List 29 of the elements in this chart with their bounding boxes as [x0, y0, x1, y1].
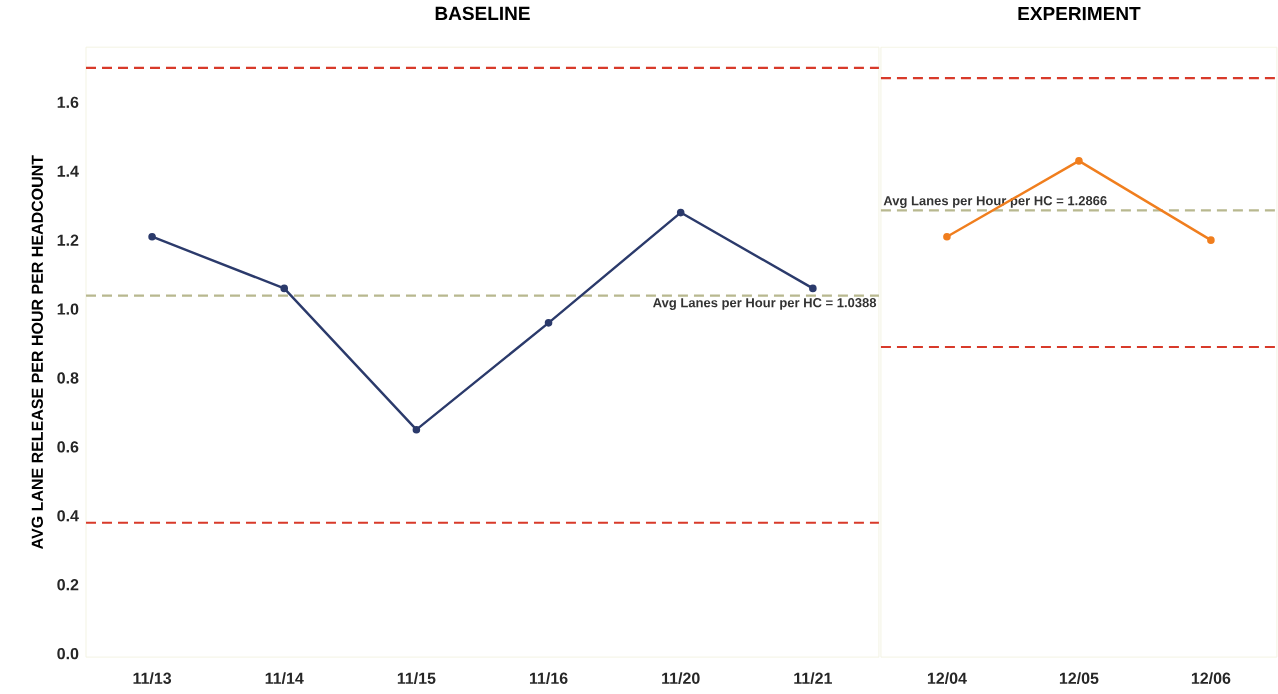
chart-title: EXPERIMENT: [1018, 6, 1141, 21]
x-tick-label: 11/20: [662, 672, 700, 685]
x-tick-label: 11/16: [529, 672, 568, 685]
point: [280, 284, 289, 293]
y-tick-label: 0.2: [57, 579, 79, 591]
y-tick-label: 0.6: [57, 441, 79, 453]
ref-line-label: Avg Lanes per Hour per HC = 1.2866: [883, 196, 1107, 208]
y-tick-label: 1.0: [57, 303, 79, 315]
y-tick-label: 0.0: [57, 647, 79, 660]
point: [412, 425, 421, 434]
x-tick-label: 11/14: [265, 672, 304, 685]
y-tick-label: 1.4: [57, 165, 79, 177]
point: [148, 232, 156, 241]
y-tick-label: 1.2: [57, 234, 79, 246]
y-tick-label: 1.6: [57, 96, 79, 108]
point: [676, 208, 685, 217]
point: [809, 284, 817, 293]
x-tick-label: 12/04: [927, 672, 967, 685]
chart-title: BASELINE: [435, 6, 530, 21]
x-tick-label: 11/21: [794, 672, 832, 685]
x-tick-label: 11/13: [133, 672, 172, 685]
point: [544, 319, 553, 327]
y-tick-label: 0.8: [57, 372, 79, 384]
ref-line-label: Avg Lanes per Hour per HC = 1.0388: [653, 298, 877, 310]
x-tick-label: 12/05: [1059, 672, 1099, 685]
y-tick-label: 0.4: [57, 510, 79, 522]
y-axis-title: AVG LANE RELEASE PER HOUR PER HEADCOUNT: [31, 155, 43, 549]
x-tick-label: 12/06: [1191, 672, 1231, 685]
x-tick-label: 11/15: [397, 672, 436, 685]
